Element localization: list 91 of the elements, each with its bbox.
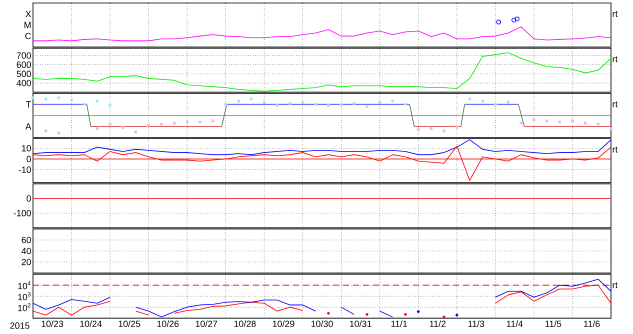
point: [122, 126, 124, 129]
point: [32, 96, 34, 100]
point: [44, 97, 48, 100]
x-tick-label: 10/27: [196, 320, 218, 327]
y-tick-label: -100: [14, 210, 31, 216]
text: C: [25, 32, 31, 40]
x-tick-label: 10/31: [350, 320, 372, 327]
y-tick-label: 500: [16, 70, 31, 78]
x-tick-label: 11/2: [430, 320, 446, 327]
point: [378, 100, 382, 104]
point: [506, 100, 510, 104]
point: [276, 104, 278, 107]
x-tick-label: 10/26: [157, 320, 179, 327]
point: [82, 102, 86, 106]
point: [108, 104, 112, 107]
point: [416, 128, 420, 132]
point: [391, 100, 394, 103]
point: [134, 130, 138, 134]
point: [44, 129, 48, 132]
point: [262, 100, 266, 104]
text: rt: [612, 282, 618, 288]
x-tick-label: 10/28: [234, 320, 256, 327]
point: [57, 132, 60, 134]
text: T: [26, 101, 32, 108]
y-tick-label: 0: [26, 195, 31, 202]
point: [366, 105, 368, 108]
point: [301, 100, 304, 104]
point: [96, 127, 99, 130]
point: [288, 102, 292, 105]
x-axis-title: 2015: [10, 322, 30, 329]
point: [186, 120, 189, 124]
point: [558, 120, 562, 124]
y-tick-label: 20: [22, 258, 31, 266]
x-tick-label: 11/1: [391, 320, 408, 327]
point: [327, 104, 330, 107]
point: [430, 127, 433, 130]
point: [442, 129, 446, 132]
point: [224, 102, 228, 106]
y-tick-label: 10$^{3}$: [18, 292, 31, 300]
point: [520, 122, 522, 125]
point: [532, 118, 536, 122]
point: [610, 127, 612, 130]
point: [494, 102, 497, 106]
x-tick-label: 10/24: [80, 320, 102, 327]
point: [481, 100, 484, 103]
y-tick-label: 10$^{2}$: [18, 303, 31, 312]
y-tick-label: 40: [22, 248, 31, 254]
point: [596, 122, 600, 126]
point: [584, 122, 587, 125]
text: X: [26, 10, 32, 18]
point: [57, 96, 60, 100]
y-tick-label: 600: [16, 62, 31, 68]
y-tick-label: 10$^{4}$: [18, 281, 31, 290]
x-tick-label: 11/6: [584, 320, 600, 327]
text: rt: [612, 11, 618, 17]
text: rt: [612, 146, 618, 153]
point: [352, 102, 356, 105]
point: [147, 124, 150, 127]
point: [160, 122, 163, 126]
text: A: [25, 123, 32, 130]
x-tick-label: 10/25: [118, 320, 140, 327]
y-tick-label: -10: [18, 166, 31, 173]
point: [545, 119, 548, 122]
point: [237, 100, 240, 103]
point: [198, 120, 202, 124]
point: [404, 102, 407, 106]
x-tick-label: 11/5: [546, 320, 562, 327]
x-tick-label: 10/29: [272, 320, 294, 327]
x-tick-label: 10/30: [311, 320, 333, 327]
point: [250, 97, 253, 100]
x-tick-label: 10/23: [42, 320, 64, 327]
point: [455, 126, 458, 129]
point: [468, 97, 472, 100]
y-tick-label: 60: [22, 236, 31, 244]
y-tick-label: 0: [26, 156, 31, 162]
point: [571, 119, 574, 122]
y-tick-label: 700: [16, 52, 31, 59]
x-tick-label: 11/4: [506, 320, 523, 327]
point: [172, 122, 176, 125]
point: [70, 98, 73, 102]
y-tick-label: 10: [22, 145, 31, 152]
text: M: [24, 22, 31, 28]
text: rt: [612, 56, 618, 62]
point: [108, 122, 112, 126]
x-tick-label: 11/3: [468, 320, 484, 327]
point: [340, 102, 343, 106]
point: [96, 100, 99, 103]
point: [211, 119, 214, 122]
point: [314, 102, 317, 106]
y-tick-label: 400: [16, 80, 31, 86]
text: rt: [612, 101, 618, 108]
